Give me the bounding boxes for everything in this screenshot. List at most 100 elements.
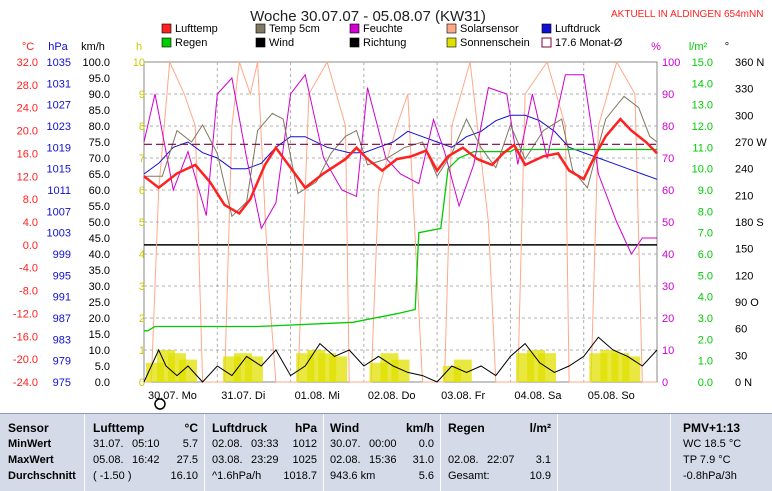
- sun-tick-label: 5: [139, 217, 145, 229]
- pmv-pressure-trend: -0.8hPa/3h: [683, 470, 737, 482]
- temp-tick-label: 12.0: [17, 171, 38, 183]
- luftdruck-max-time: 23:29: [251, 454, 279, 466]
- sun-tick-label: 7: [139, 153, 145, 165]
- pressure-tick-label: 1007: [47, 206, 71, 218]
- luftdruck-min-time: 03:33: [251, 438, 279, 450]
- legend-label-wind: Wind: [269, 37, 294, 49]
- wind-tick-label: 60.0: [89, 185, 110, 197]
- temp-unit-label: °C: [22, 41, 34, 53]
- humidity-tick-label: 90: [662, 89, 674, 101]
- humidity-tick-label: 60: [662, 185, 674, 197]
- rain-tick-label: 14.0: [692, 78, 713, 90]
- pressure-tick-label: 1027: [47, 100, 71, 112]
- direction-tick-label: 210: [735, 190, 753, 202]
- wind-tick-label: 70.0: [89, 153, 110, 165]
- pressure-tick-label: 1015: [47, 164, 71, 176]
- temp-tick-label: 8.0: [23, 194, 38, 206]
- legend-label-lufttemp: Lufttemp: [175, 23, 218, 35]
- row-label-max: MaxWert: [8, 454, 54, 466]
- temp-tick-label: 16.0: [17, 148, 38, 160]
- rain-tick-label: 3.0: [698, 313, 713, 325]
- legend-swatch-luftdruck: [541, 23, 552, 34]
- sunshine-bar: [622, 356, 641, 382]
- legend-label-solarsensor: Solarsensor: [460, 23, 519, 35]
- sun-tick-label: 9: [139, 89, 145, 101]
- x-tick-label: 04.08. Sa: [514, 390, 562, 402]
- direction-tick-label: 270 W: [735, 137, 767, 149]
- time-slider-handle[interactable]: [154, 398, 166, 410]
- sun-tick-label: 10: [133, 57, 145, 69]
- tick-labels: 32.028.024.020.016.012.08.04.00.0-4.0-8.…: [13, 57, 767, 389]
- wind-distance: 943.6 km: [330, 470, 376, 482]
- direction-tick-label: 150: [735, 244, 753, 256]
- series-line-regen: [144, 148, 657, 332]
- humidity-tick-label: 70: [662, 153, 674, 165]
- rain-tick-label: 11.0: [692, 142, 713, 154]
- wind-header: Wind: [330, 421, 360, 435]
- regen-header: Regen: [448, 421, 485, 435]
- temp-tick-label: -4.0: [19, 263, 38, 275]
- direction-tick-label: 330: [735, 84, 753, 96]
- lufttemp-avg-value: 16.10: [170, 470, 198, 482]
- x-tick-label: 05.08. So: [588, 390, 635, 402]
- wind-min-date: 30.07.: [330, 438, 361, 450]
- regen-total-value: 10.9: [529, 470, 551, 482]
- sensor-column: Sensor MinWert MaxWert Durchschnitt: [0, 414, 85, 491]
- wind-tick-label: 40.0: [89, 249, 110, 261]
- wind-tick-label: 80.0: [89, 121, 110, 133]
- legend-label-regen: Regen: [175, 37, 207, 49]
- pressure-tick-label: 1011: [47, 185, 71, 197]
- x-tick-label: 02.08. Do: [368, 390, 416, 402]
- lufttemp-max-date: 05.08.: [93, 454, 124, 466]
- series-line-feuchte: [143, 73, 657, 256]
- sun-tick-label: 0: [139, 377, 145, 389]
- wind-max-value: 31.0: [412, 454, 434, 466]
- sunshine-bar: [178, 359, 197, 382]
- rain-tick-label: 8.0: [698, 206, 713, 218]
- direction-tick-label: 0 N: [735, 377, 752, 389]
- wind-max-date: 02.08.: [330, 454, 361, 466]
- pressure-tick-label: 987: [53, 313, 71, 325]
- legend-label-richtung: Richtung: [363, 37, 406, 49]
- wind-unit: km/h: [405, 421, 434, 435]
- humidity-tick-label: 0: [662, 377, 668, 389]
- regen-total-label: Gesamt:: [448, 470, 490, 482]
- temp-tick-label: 4.0: [23, 217, 38, 229]
- wind-unit-label: km/h: [81, 41, 105, 53]
- legend-label-17-6-monat: 17.6 Monat-Ø: [555, 37, 623, 49]
- temp-tick-label: 0.0: [23, 240, 38, 252]
- live-link[interactable]: AKTUELL IN ALDINGEN 654mNN: [611, 9, 763, 20]
- lufttemp-unit: °C: [184, 421, 198, 435]
- temp-tick-label: -16.0: [13, 331, 38, 343]
- wind-tick-label: 55.0: [89, 201, 110, 213]
- rain-tick-label: 6.0: [698, 249, 713, 261]
- direction-tick-label: 120: [735, 270, 753, 282]
- row-label-avg: Durchschnitt: [8, 470, 76, 482]
- direction-tick-label: 90 O: [735, 297, 759, 309]
- empty-column: [558, 414, 671, 491]
- sun-tick-label: 3: [139, 281, 145, 293]
- rain-tick-label: 2.0: [698, 334, 713, 346]
- wind-tick-label: 45.0: [89, 233, 110, 245]
- wind-min-time: 00:00: [369, 438, 397, 450]
- x-tick-label: 01.08. Mi: [295, 390, 340, 402]
- rain-tick-label: 12.0: [692, 121, 713, 133]
- sun-tick-label: 4: [139, 249, 145, 261]
- lufttemp-min-date: 31.07.: [93, 438, 124, 450]
- pressure-tick-label: 995: [53, 270, 71, 282]
- grid: [144, 62, 657, 382]
- luftdruck-min-date: 02.08.: [212, 438, 243, 450]
- legend-swatch-sonnenschein: [446, 37, 457, 48]
- sun-tick-label: 6: [139, 185, 145, 197]
- legend-swatch-richtung: [349, 37, 360, 48]
- rain-tick-label: 0.0: [698, 377, 713, 389]
- sunshine-bar: [244, 356, 263, 382]
- luftdruck-unit: hPa: [294, 421, 317, 435]
- lufttemp-min-time: 05:10: [132, 438, 160, 450]
- humidity-tick-label: 30: [662, 281, 674, 293]
- wind-avg-value: 5.6: [418, 470, 434, 482]
- rain-tick-label: 1.0: [698, 356, 713, 368]
- sun-unit-label: h: [136, 41, 142, 53]
- direction-tick-label: 240: [735, 164, 753, 176]
- lufttemp-max-time: 16:42: [132, 454, 160, 466]
